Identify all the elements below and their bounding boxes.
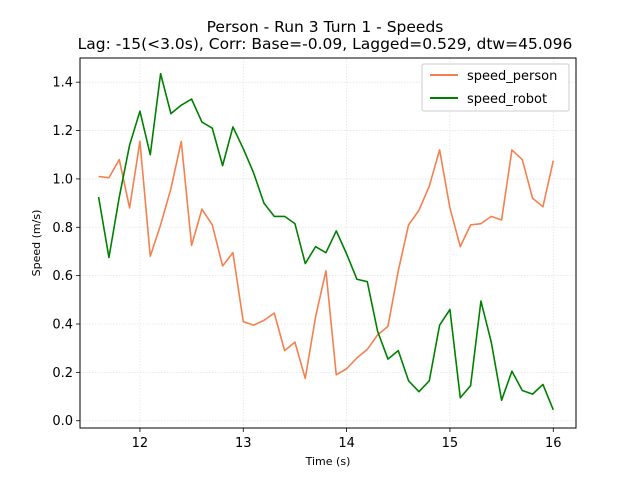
x-tick-label: 15 [442, 436, 459, 451]
y-tick-label: 0.4 [52, 318, 73, 333]
chart-title: Person - Run 3 Turn 1 - Speeds [207, 18, 444, 36]
series-lines [97, 72, 555, 411]
legend-box [421, 63, 570, 112]
legend-label-speed-person: speed_person [467, 69, 557, 84]
y-tick-label: 1.4 [52, 76, 73, 91]
y-tick-label: 0.8 [52, 221, 73, 236]
series-line-speed-robot [97, 72, 555, 411]
x-tick-label: 14 [338, 436, 355, 451]
legend: speed_person speed_robot [421, 63, 570, 112]
x-tick-label: 16 [545, 436, 562, 451]
legend-label-speed-robot: speed_robot [467, 92, 547, 107]
plot-area [79, 57, 577, 429]
y-axis-label: Speed (m/s) [30, 210, 43, 277]
x-tick-label: 13 [235, 436, 252, 451]
series-line-speed-person [98, 140, 555, 380]
y-tick-label: 0.0 [52, 414, 73, 429]
y-tick-label: 0.2 [52, 366, 73, 381]
y-tick-label: 0.6 [52, 269, 73, 284]
x-tick-label: 12 [132, 436, 149, 451]
axis-ticks: 12 13 14 15 16 0.0 0.2 0.4 0.6 0.8 1.0 1.2 1.4 [52, 76, 561, 451]
y-tick-label: 1.0 [52, 172, 73, 187]
x-axis-label: Time (s) [305, 455, 351, 468]
y-tick-label: 1.2 [52, 124, 73, 139]
chart-subtitle: Lag: -15(<3.0s), Corr: Base=-0.09, Lagge… [78, 35, 573, 53]
